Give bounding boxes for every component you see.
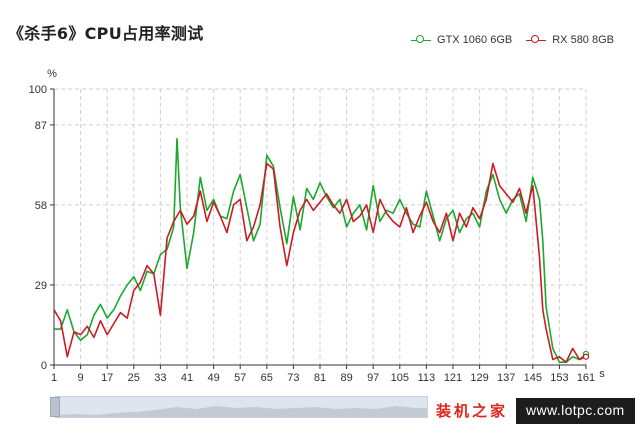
x-tick-label: 81: [314, 372, 326, 384]
legend-marker-icon: [411, 33, 432, 47]
slider-preview: [56, 406, 427, 417]
x-tick-label: 161: [577, 372, 595, 384]
x-tick-label: 121: [444, 372, 462, 384]
chart-title: 《杀手6》CPU占用率测试: [8, 24, 204, 43]
legend-item-gtx1060[interactable]: GTX 1060 6GB: [411, 33, 512, 47]
x-tick-label: 41: [181, 372, 193, 384]
x-tick-label: 97: [367, 372, 379, 384]
legend-marker-icon: [526, 33, 547, 47]
x-tick-label: 105: [391, 372, 409, 384]
x-tick-label: 145: [524, 372, 542, 384]
x-tick-label: 1: [51, 372, 57, 384]
y-tick-label: 87: [35, 120, 47, 132]
x-tick-label: 137: [497, 372, 515, 384]
x-tick-label: 113: [418, 372, 436, 384]
legend-item-rx580[interactable]: RX 580 8GB: [526, 33, 614, 47]
x-tick-label: 17: [101, 372, 113, 384]
slider-handle[interactable]: [50, 397, 60, 417]
series-line-rx580: [53, 162, 587, 364]
series-line-gtx1060: [54, 137, 587, 364]
y-axis-label: %: [47, 68, 57, 80]
x-tick-label: 9: [78, 372, 84, 384]
watermark-brand: 装机之家: [428, 398, 517, 424]
chart-legend: GTX 1060 6GB RX 580 8GB: [411, 33, 614, 47]
y-tick-label: 100: [29, 84, 47, 96]
x-axis-label: s: [599, 368, 605, 380]
watermark: 装机之家 www.lotpc.com: [428, 398, 635, 424]
legend-label-rx580: RX 580 8GB: [552, 34, 614, 46]
x-tick-label: 65: [261, 372, 273, 384]
x-tick-label: 25: [128, 372, 140, 384]
y-tick-label: 58: [35, 200, 47, 212]
y-tick-label: 29: [35, 280, 47, 292]
x-tick-label: 49: [207, 372, 219, 384]
x-tick-label: 33: [154, 372, 166, 384]
x-tick-label: 153: [550, 372, 568, 384]
x-tick-label: 129: [470, 372, 488, 384]
x-tick-label: 89: [340, 372, 352, 384]
x-tick-label: 57: [234, 372, 246, 384]
legend-label-gtx1060: GTX 1060 6GB: [437, 34, 513, 46]
data-zoom-slider[interactable]: [55, 396, 428, 418]
x-tick-label: 73: [287, 372, 299, 384]
y-tick-label: 0: [41, 360, 47, 372]
watermark-url: www.lotpc.com: [516, 398, 635, 424]
series-end-point-rx580: [582, 353, 590, 360]
